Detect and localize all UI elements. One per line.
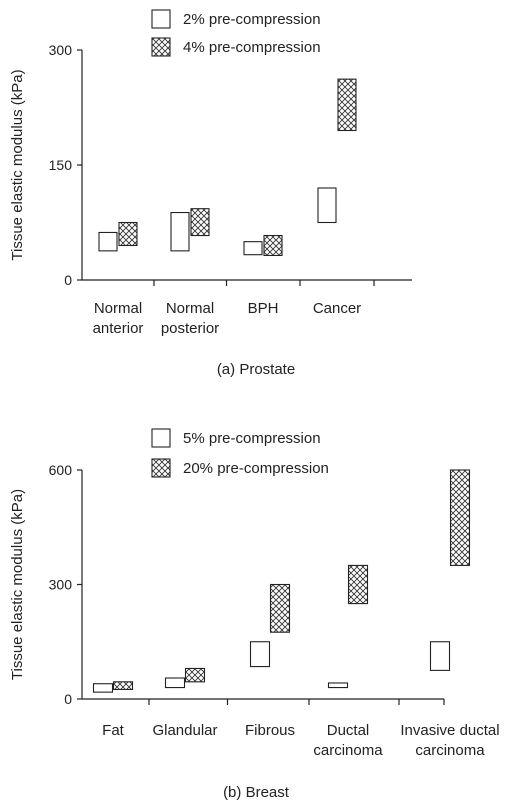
category-label: Fibrous — [245, 722, 295, 739]
legend-swatch — [151, 37, 171, 57]
y-axis-label: Tissue elastic modulus (kPa) — [9, 69, 26, 260]
y-tick-label: 600 — [49, 462, 73, 478]
chart-0: 0 150 300 Normal anterior Normal posterior BPH C… — [9, 9, 412, 378]
category-label-line: Fibrous — [245, 722, 295, 739]
legend-label: 20% pre-compression — [183, 460, 329, 477]
category-label-line: Fat — [102, 722, 125, 739]
range-bar — [118, 221, 138, 247]
category-label-line: BPH — [248, 300, 279, 317]
range-bar — [170, 211, 190, 252]
range-bar — [263, 234, 283, 257]
y-axis-label: Tissue elastic modulus (kPa) — [9, 489, 26, 680]
legend-label: 4% pre-compression — [183, 39, 321, 56]
range-bar — [243, 241, 263, 256]
range-bar — [317, 187, 337, 224]
y-tick-label: 0 — [64, 691, 72, 707]
chart-caption: (b) Breast — [223, 784, 290, 801]
range-bar — [347, 564, 369, 605]
chart-caption: (a) Prostate — [217, 361, 295, 378]
chart-1: 0 300 600 Fat Glandular Fibrous Ductal carcinom… — [9, 428, 500, 801]
range-bar — [112, 681, 134, 691]
legend-swatch — [151, 458, 171, 478]
category-label-line: Invasive ductal — [400, 722, 499, 739]
category-label: BPH — [248, 300, 279, 317]
category-label-line: Normal — [166, 300, 214, 317]
category-label-line: posterior — [161, 320, 219, 337]
category-label: Normal posterior — [161, 300, 219, 337]
range-bar — [327, 682, 349, 689]
category-label: Invasive ductal carcinoma — [400, 722, 499, 759]
range-bar — [184, 667, 206, 683]
legend-label: 5% pre-compression — [183, 430, 321, 447]
range-bar — [164, 677, 186, 689]
category-label-line: carcinoma — [415, 742, 485, 759]
category-label: Ductal carcinoma — [313, 722, 383, 759]
legend-label: 2% pre-compression — [183, 11, 321, 28]
y-tick-label: 300 — [49, 42, 73, 58]
category-label: Cancer — [313, 300, 361, 317]
y-tick-label: 150 — [49, 157, 73, 173]
range-bar — [449, 469, 471, 566]
range-bar — [269, 583, 291, 633]
range-bar — [98, 231, 118, 252]
y-tick-label: 300 — [49, 577, 73, 593]
category-label-line: Glandular — [152, 722, 217, 739]
legend-swatch — [151, 9, 171, 29]
category-label-line: Normal — [94, 300, 142, 317]
legend-swatch — [151, 428, 171, 448]
category-label-line: Ductal — [327, 722, 370, 739]
category-label: Fat — [102, 722, 125, 739]
range-bar — [337, 78, 357, 132]
range-bar — [429, 641, 451, 671]
category-label: Normal anterior — [93, 300, 144, 337]
y-tick-label: 0 — [64, 272, 72, 288]
range-bar — [249, 641, 271, 668]
range-bar — [92, 683, 114, 693]
category-label-line: anterior — [93, 320, 144, 337]
category-label-line: carcinoma — [313, 742, 383, 759]
range-bar — [190, 208, 210, 237]
category-label: Glandular — [152, 722, 217, 739]
category-label-line: Cancer — [313, 300, 361, 317]
